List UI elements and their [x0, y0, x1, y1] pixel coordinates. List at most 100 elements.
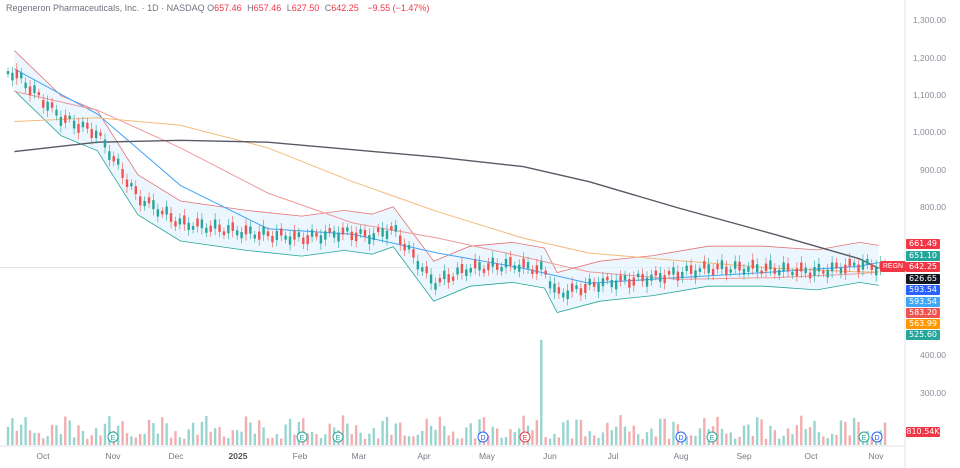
price-scale-label: 800.00	[920, 202, 946, 212]
time-axis-label: Mar	[351, 451, 367, 461]
event-marker	[296, 431, 308, 443]
volume-bar	[614, 426, 618, 445]
volume-bar	[729, 432, 732, 445]
volume-bar	[412, 436, 415, 445]
event-marker-label: E	[523, 435, 528, 442]
candle-body	[839, 267, 843, 274]
price-tag: 593.54	[906, 285, 940, 295]
candle-body	[64, 115, 67, 123]
volume-bar	[147, 419, 151, 445]
candle-body	[641, 274, 644, 282]
candle-body	[390, 226, 393, 231]
volume-bar	[795, 425, 799, 445]
volume-bar	[817, 432, 821, 445]
candle-body	[346, 227, 349, 232]
candle-body	[540, 261, 543, 270]
candle-body	[262, 226, 265, 235]
volume-bar	[813, 420, 816, 445]
series-ma-mid	[14, 90, 879, 280]
volume-bar	[310, 431, 314, 445]
volume-bar	[553, 433, 556, 445]
volume-bar	[663, 418, 666, 445]
volume-bar	[522, 415, 525, 445]
candle-body	[169, 213, 173, 222]
volume-bar	[50, 424, 54, 445]
volume-bar	[156, 433, 160, 445]
price-tag: 626.65	[906, 274, 940, 284]
candle-body	[773, 267, 777, 274]
candle-body	[443, 270, 446, 280]
volume-bar	[187, 429, 190, 445]
volume-bar	[570, 438, 574, 445]
candle-body	[310, 229, 314, 237]
candle-body	[363, 229, 367, 237]
candle-body	[813, 267, 816, 276]
volume-bar	[826, 438, 829, 445]
candle-body	[817, 263, 821, 272]
candle-body	[654, 270, 658, 276]
volume-bar	[535, 420, 539, 445]
candle-body	[826, 269, 829, 278]
candle-body	[258, 231, 261, 240]
candle-body	[738, 261, 741, 271]
candle-body	[720, 260, 724, 270]
volume-bar	[694, 435, 697, 445]
candle-body	[619, 275, 622, 282]
volume-bar	[293, 434, 296, 445]
volume-bar	[209, 431, 212, 445]
candle-body	[707, 264, 710, 274]
volume-bar	[429, 425, 433, 445]
candle-body	[134, 186, 138, 195]
candle-body	[15, 69, 19, 79]
volume-bar	[659, 418, 662, 445]
volume-bar	[315, 434, 318, 445]
volume-bar	[227, 438, 230, 445]
candle-body	[553, 283, 556, 293]
candle-body	[804, 267, 807, 274]
candle-body	[835, 262, 838, 269]
volume-bar	[844, 421, 847, 445]
price-tag: 593.54	[906, 297, 940, 307]
candle-body	[742, 268, 746, 275]
candle-body	[324, 231, 327, 240]
candle-body	[870, 264, 873, 270]
candle-body	[632, 277, 635, 286]
candle-body	[24, 82, 27, 89]
volume-bar	[108, 415, 111, 445]
volume-bar	[509, 429, 512, 445]
candle-body	[99, 132, 102, 136]
candle-body	[487, 263, 490, 271]
volume-bar	[385, 416, 389, 445]
volume-tag: 810.54K	[906, 427, 940, 437]
volume-bar	[262, 427, 265, 445]
volume-bar	[500, 437, 503, 445]
price-scale-label: 1,100.00	[912, 90, 946, 100]
candle-body	[86, 122, 89, 129]
volume-bar	[443, 425, 446, 445]
candle-body	[469, 267, 472, 273]
volume-bar	[421, 430, 424, 445]
candle-body	[218, 224, 221, 232]
volume-bar	[703, 418, 706, 445]
volume-bar	[363, 438, 367, 445]
volume-bar	[258, 420, 261, 445]
candle-body	[152, 200, 155, 210]
volume-bar	[64, 416, 67, 445]
volume-bar	[786, 428, 790, 445]
event-marker	[332, 431, 344, 443]
volume-bar	[689, 435, 693, 445]
candle-body	[465, 269, 468, 277]
candle-body	[407, 245, 411, 250]
candle-body	[663, 275, 666, 284]
volume-bar	[822, 436, 825, 445]
volume-bar	[191, 422, 195, 445]
volume-bar	[222, 436, 226, 445]
volume-bar	[381, 421, 384, 445]
candle-body	[557, 287, 561, 294]
candle-body	[288, 236, 292, 245]
candle-body	[139, 196, 142, 206]
candle-body	[394, 225, 398, 232]
volume-bar	[720, 428, 724, 445]
